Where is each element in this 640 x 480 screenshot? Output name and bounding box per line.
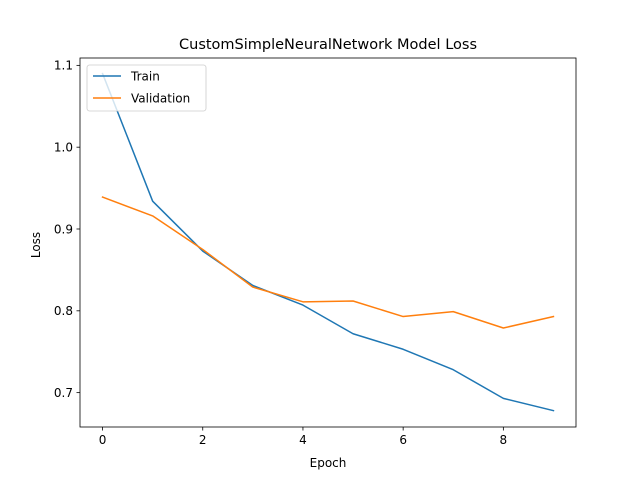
y-tick-label: 0.8 — [54, 304, 73, 318]
series-line-validation — [101, 196, 555, 329]
y-axis-label: Loss — [29, 232, 43, 258]
plot-area: 0 2 4 6 8 0.7 0.8 0.9 1.0 1.1 Train Validation — [54, 57, 577, 447]
y-tick-label: 1.1 — [54, 59, 73, 73]
axes-frame — [79, 57, 577, 428]
y-tick-label: 0.7 — [54, 386, 73, 400]
x-tick-label: 0 — [99, 433, 107, 447]
chart-title: CustomSimpleNeuralNetwork Model Loss — [179, 37, 477, 53]
y-tick-label: 0.9 — [54, 222, 73, 236]
x-axis-label: Epoch — [310, 456, 347, 470]
legend-label-validation: Validation — [131, 91, 190, 105]
y-tick-label: 1.0 — [54, 140, 73, 154]
legend-label-train: Train — [130, 69, 160, 83]
x-tick-label: 4 — [299, 433, 307, 447]
x-tick-label: 2 — [199, 433, 207, 447]
series-line-train — [101, 72, 555, 412]
x-tick-label: 6 — [399, 433, 407, 447]
x-tick-label: 8 — [500, 433, 508, 447]
